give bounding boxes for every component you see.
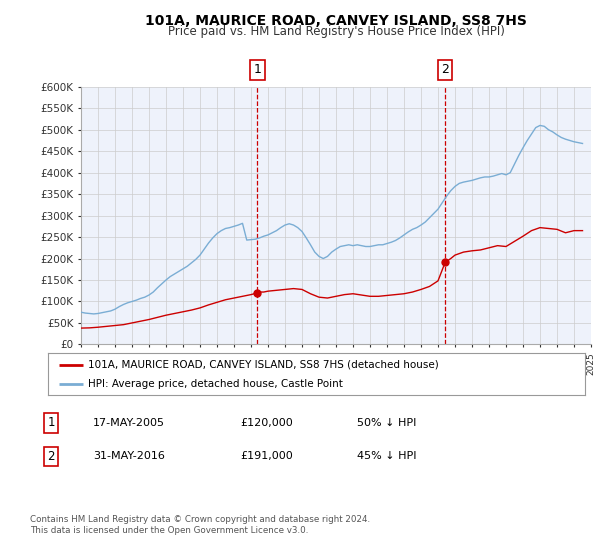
Text: Price paid vs. HM Land Registry's House Price Index (HPI): Price paid vs. HM Land Registry's House … [167, 25, 505, 38]
Text: 1: 1 [47, 416, 55, 430]
Text: 2: 2 [47, 450, 55, 463]
Text: 2: 2 [441, 63, 449, 77]
Text: This data is licensed under the Open Government Licence v3.0.: This data is licensed under the Open Gov… [30, 526, 308, 535]
Text: 101A, MAURICE ROAD, CANVEY ISLAND, SS8 7HS: 101A, MAURICE ROAD, CANVEY ISLAND, SS8 7… [145, 14, 527, 28]
Text: 31-MAY-2016: 31-MAY-2016 [93, 451, 165, 461]
Text: Contains HM Land Registry data © Crown copyright and database right 2024.: Contains HM Land Registry data © Crown c… [30, 515, 370, 524]
Text: £191,000: £191,000 [240, 451, 293, 461]
Text: 1: 1 [254, 63, 262, 77]
Text: 101A, MAURICE ROAD, CANVEY ISLAND, SS8 7HS (detached house): 101A, MAURICE ROAD, CANVEY ISLAND, SS8 7… [88, 360, 439, 370]
Text: £120,000: £120,000 [240, 418, 293, 428]
Text: 50% ↓ HPI: 50% ↓ HPI [357, 418, 416, 428]
Text: HPI: Average price, detached house, Castle Point: HPI: Average price, detached house, Cast… [88, 379, 343, 389]
Text: 17-MAY-2005: 17-MAY-2005 [93, 418, 165, 428]
Text: 45% ↓ HPI: 45% ↓ HPI [357, 451, 416, 461]
